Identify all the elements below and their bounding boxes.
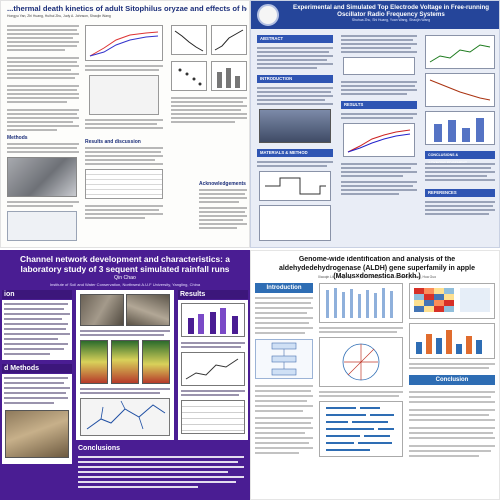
- poster1-authors: Hongyu Yan, Zhi Huang, Huihui Zhu, Judy …: [7, 14, 111, 18]
- poster4-phylogenetic-tree: [319, 337, 403, 387]
- poster2-header-band: [251, 1, 499, 29]
- poster4-chromosome-map: [319, 283, 403, 323]
- poster4-expression-bar-chart: [409, 323, 495, 359]
- poster3-dem-figure-2: [111, 340, 139, 384]
- poster1-kinetics-chart: [171, 61, 207, 91]
- poster3-width-chart: [181, 352, 245, 386]
- poster3-results-table: [181, 400, 245, 434]
- poster4-conclusion-header: Conclusion: [409, 375, 495, 385]
- poster2-results-header: RESULTS: [341, 101, 417, 109]
- poster3-dem-figure-3: [142, 340, 170, 384]
- poster2-title: Experimental and Simulated Top Electrode…: [292, 4, 490, 18]
- poster3-network-figure: [80, 398, 170, 436]
- poster-heat-treatment: ...thermal death kinetics of adult Sitop…: [0, 0, 250, 248]
- poster3-length-chart: [181, 303, 245, 337]
- poster-channel-network: Channel network development and characte…: [0, 250, 250, 500]
- poster3-affiliation: Institute of Soil and Water Conservation…: [49, 282, 201, 287]
- poster4-gene-structure-figure: [319, 401, 403, 457]
- poster3-figures-panel: [76, 290, 174, 440]
- poster2-references-header: REFERENCES: [425, 189, 495, 197]
- poster-rf-electrode: Experimental and Simulated Top Electrode…: [250, 0, 500, 248]
- poster2-circuit-diagram: [259, 171, 331, 201]
- poster3-channel-photo-2: [126, 294, 170, 326]
- poster2-materials-header: MATERIALS & METHOD: [257, 149, 333, 157]
- poster1-temperature-chart: [85, 25, 163, 61]
- poster1-apparatus-figure: [7, 211, 77, 241]
- poster2-equation-block: [343, 57, 415, 75]
- poster2-authors: Shuhua Zhu, Shi Huang, Yuan Wang, Shaoji…: [351, 18, 431, 22]
- poster3-dem-figure-1: [80, 340, 108, 384]
- poster1-rate-chart: [211, 61, 247, 91]
- poster4-authors: Xiaoqin Liu, Rongrong Guo, Zhi Li, Wenji…: [317, 275, 437, 279]
- poster2-electrode-chart-2: [425, 73, 495, 107]
- poster3-conclusions-header: Conclusions: [78, 445, 121, 452]
- poster3-methods-panel: [2, 374, 72, 464]
- poster2-electrode-chart-3: [425, 111, 495, 145]
- poster3-title: Channel network development and characte…: [20, 254, 230, 274]
- poster1-schematic-figure: [89, 75, 159, 115]
- poster3-introduction-header: ion: [2, 290, 72, 299]
- poster4-title: Genome-wide identification and analysis …: [278, 256, 476, 280]
- poster2-introduction-header: INTRODUCTION: [257, 75, 333, 83]
- poster1-mortality-chart: [211, 25, 247, 55]
- poster3-channel-photo-1: [80, 294, 124, 326]
- poster3-author: Qin Chao: [114, 275, 136, 281]
- poster1-data-table: [85, 169, 163, 199]
- poster3-results-header: Results: [178, 290, 248, 299]
- poster4-workflow-diagram: [255, 339, 313, 379]
- poster2-electrode-chart-1: [425, 35, 495, 69]
- poster3-flume-photo: [5, 410, 69, 458]
- poster2-conclusions-header: CONCLUSIONS & ACKNOWLEDGEMENT: [425, 151, 495, 165]
- poster1-methods-heading: Methods: [7, 135, 28, 141]
- poster1-equipment-photo: [7, 157, 77, 197]
- poster2-voltage-chart: [343, 123, 415, 157]
- poster4-expression-heatmap: [409, 283, 495, 319]
- poster1-title: ...thermal death kinetics of adult Sitop…: [7, 4, 247, 13]
- poster2-setup-figure: [259, 205, 331, 241]
- poster4-introduction-header: Introduction: [255, 283, 313, 293]
- poster3-methods-header: d Methods: [2, 364, 72, 373]
- poster2-rf-system-photo: [259, 109, 331, 143]
- poster3-introduction-panel: [2, 300, 72, 360]
- poster-aldh-genes: Genome-wide identification and analysis …: [250, 250, 500, 500]
- poster3-results-panel: [178, 300, 248, 440]
- poster1-acknowledgements-heading: Acknowledgements: [199, 181, 246, 187]
- poster1-survival-chart: [171, 25, 207, 55]
- poster2-abstract-header: ABSTRACT: [257, 35, 333, 43]
- poster1-results-heading: Results and discussion: [85, 139, 141, 145]
- university-logo-icon: [257, 4, 279, 26]
